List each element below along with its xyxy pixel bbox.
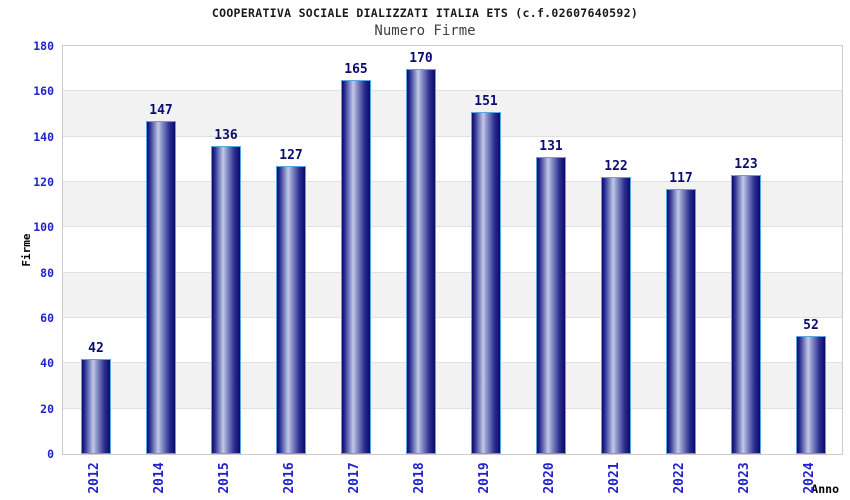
bar-2016 bbox=[276, 166, 306, 454]
bar-value-label: 131 bbox=[539, 139, 563, 155]
bar-value-label: 170 bbox=[409, 50, 433, 66]
y-tick-label: 180 bbox=[33, 39, 54, 53]
y-tick-label: 80 bbox=[40, 265, 54, 280]
bar-value-label: 165 bbox=[344, 62, 368, 78]
y-tick-label: 100 bbox=[33, 220, 54, 235]
bar-2015 bbox=[211, 145, 241, 454]
gridline bbox=[63, 135, 842, 137]
bar-2020 bbox=[536, 157, 566, 454]
x-tick-label: 2015 bbox=[217, 462, 232, 494]
gridline bbox=[63, 362, 842, 364]
bar-2017 bbox=[341, 80, 371, 454]
background-band bbox=[63, 182, 842, 228]
x-tick-label: 2020 bbox=[542, 462, 557, 494]
chart-subtitle: Numero Firme bbox=[374, 23, 476, 39]
bar-2012 bbox=[81, 358, 111, 454]
gridline bbox=[63, 271, 842, 273]
bar-value-label: 117 bbox=[669, 170, 693, 186]
x-tick-label: 2017 bbox=[347, 462, 362, 494]
gridline bbox=[63, 407, 842, 409]
bar-value-label: 42 bbox=[88, 340, 104, 356]
x-tick-label: 2018 bbox=[412, 462, 427, 494]
chart-title: COOPERATIVA SOCIALE DIALIZZATI ITALIA ET… bbox=[211, 6, 639, 20]
background-band bbox=[63, 136, 842, 183]
gridline bbox=[63, 181, 842, 183]
bar-value-label: 122 bbox=[604, 159, 628, 175]
bar-2024 bbox=[796, 336, 826, 454]
gridline bbox=[63, 226, 842, 228]
y-tick-label: 0 bbox=[47, 447, 54, 461]
bar-value-label: 136 bbox=[214, 127, 238, 143]
background-band bbox=[63, 408, 842, 454]
y-tick-label: 60 bbox=[40, 311, 54, 325]
bar-value-label: 127 bbox=[279, 148, 303, 164]
y-tick-label: 160 bbox=[33, 84, 54, 99]
y-axis-title: Firme bbox=[20, 233, 33, 267]
background-band bbox=[63, 46, 842, 92]
background-band bbox=[63, 363, 842, 409]
background-band bbox=[63, 91, 842, 137]
bar-2023 bbox=[731, 175, 761, 454]
bar-value-label: 123 bbox=[734, 157, 758, 173]
bar-2022 bbox=[666, 188, 696, 454]
bar-value-label: 151 bbox=[474, 93, 498, 109]
x-tick-label: 2021 bbox=[607, 462, 622, 494]
x-tick-label: 2014 bbox=[152, 462, 167, 494]
y-tick-label: 40 bbox=[40, 356, 54, 371]
bar-value-label: 52 bbox=[803, 318, 819, 334]
bar-2018 bbox=[406, 68, 436, 454]
gridline bbox=[63, 317, 842, 319]
x-tick-label: 2016 bbox=[282, 462, 297, 494]
plot-area: 42 147 136 127 165 170 151 131 122 117 123 52 bbox=[62, 45, 843, 455]
x-tick-label: 2022 bbox=[672, 462, 687, 494]
x-tick-label: 2024 bbox=[802, 462, 817, 494]
x-tick-label: 2019 bbox=[477, 462, 492, 494]
bar-value-label: 147 bbox=[149, 102, 173, 118]
background-band bbox=[63, 272, 842, 319]
background-band bbox=[63, 227, 842, 273]
x-tick-label: 2023 bbox=[737, 462, 752, 494]
gridline bbox=[63, 90, 842, 92]
bar-2014 bbox=[146, 120, 176, 454]
y-tick-label: 120 bbox=[33, 175, 54, 189]
y-tick-label: 140 bbox=[33, 129, 54, 144]
y-tick-label: 20 bbox=[40, 401, 54, 416]
bar-2019 bbox=[471, 111, 501, 454]
background-band bbox=[63, 318, 842, 364]
x-tick-label: 2012 bbox=[87, 462, 102, 494]
x-axis-title: Anno bbox=[811, 482, 839, 496]
bar-2021 bbox=[601, 177, 631, 454]
